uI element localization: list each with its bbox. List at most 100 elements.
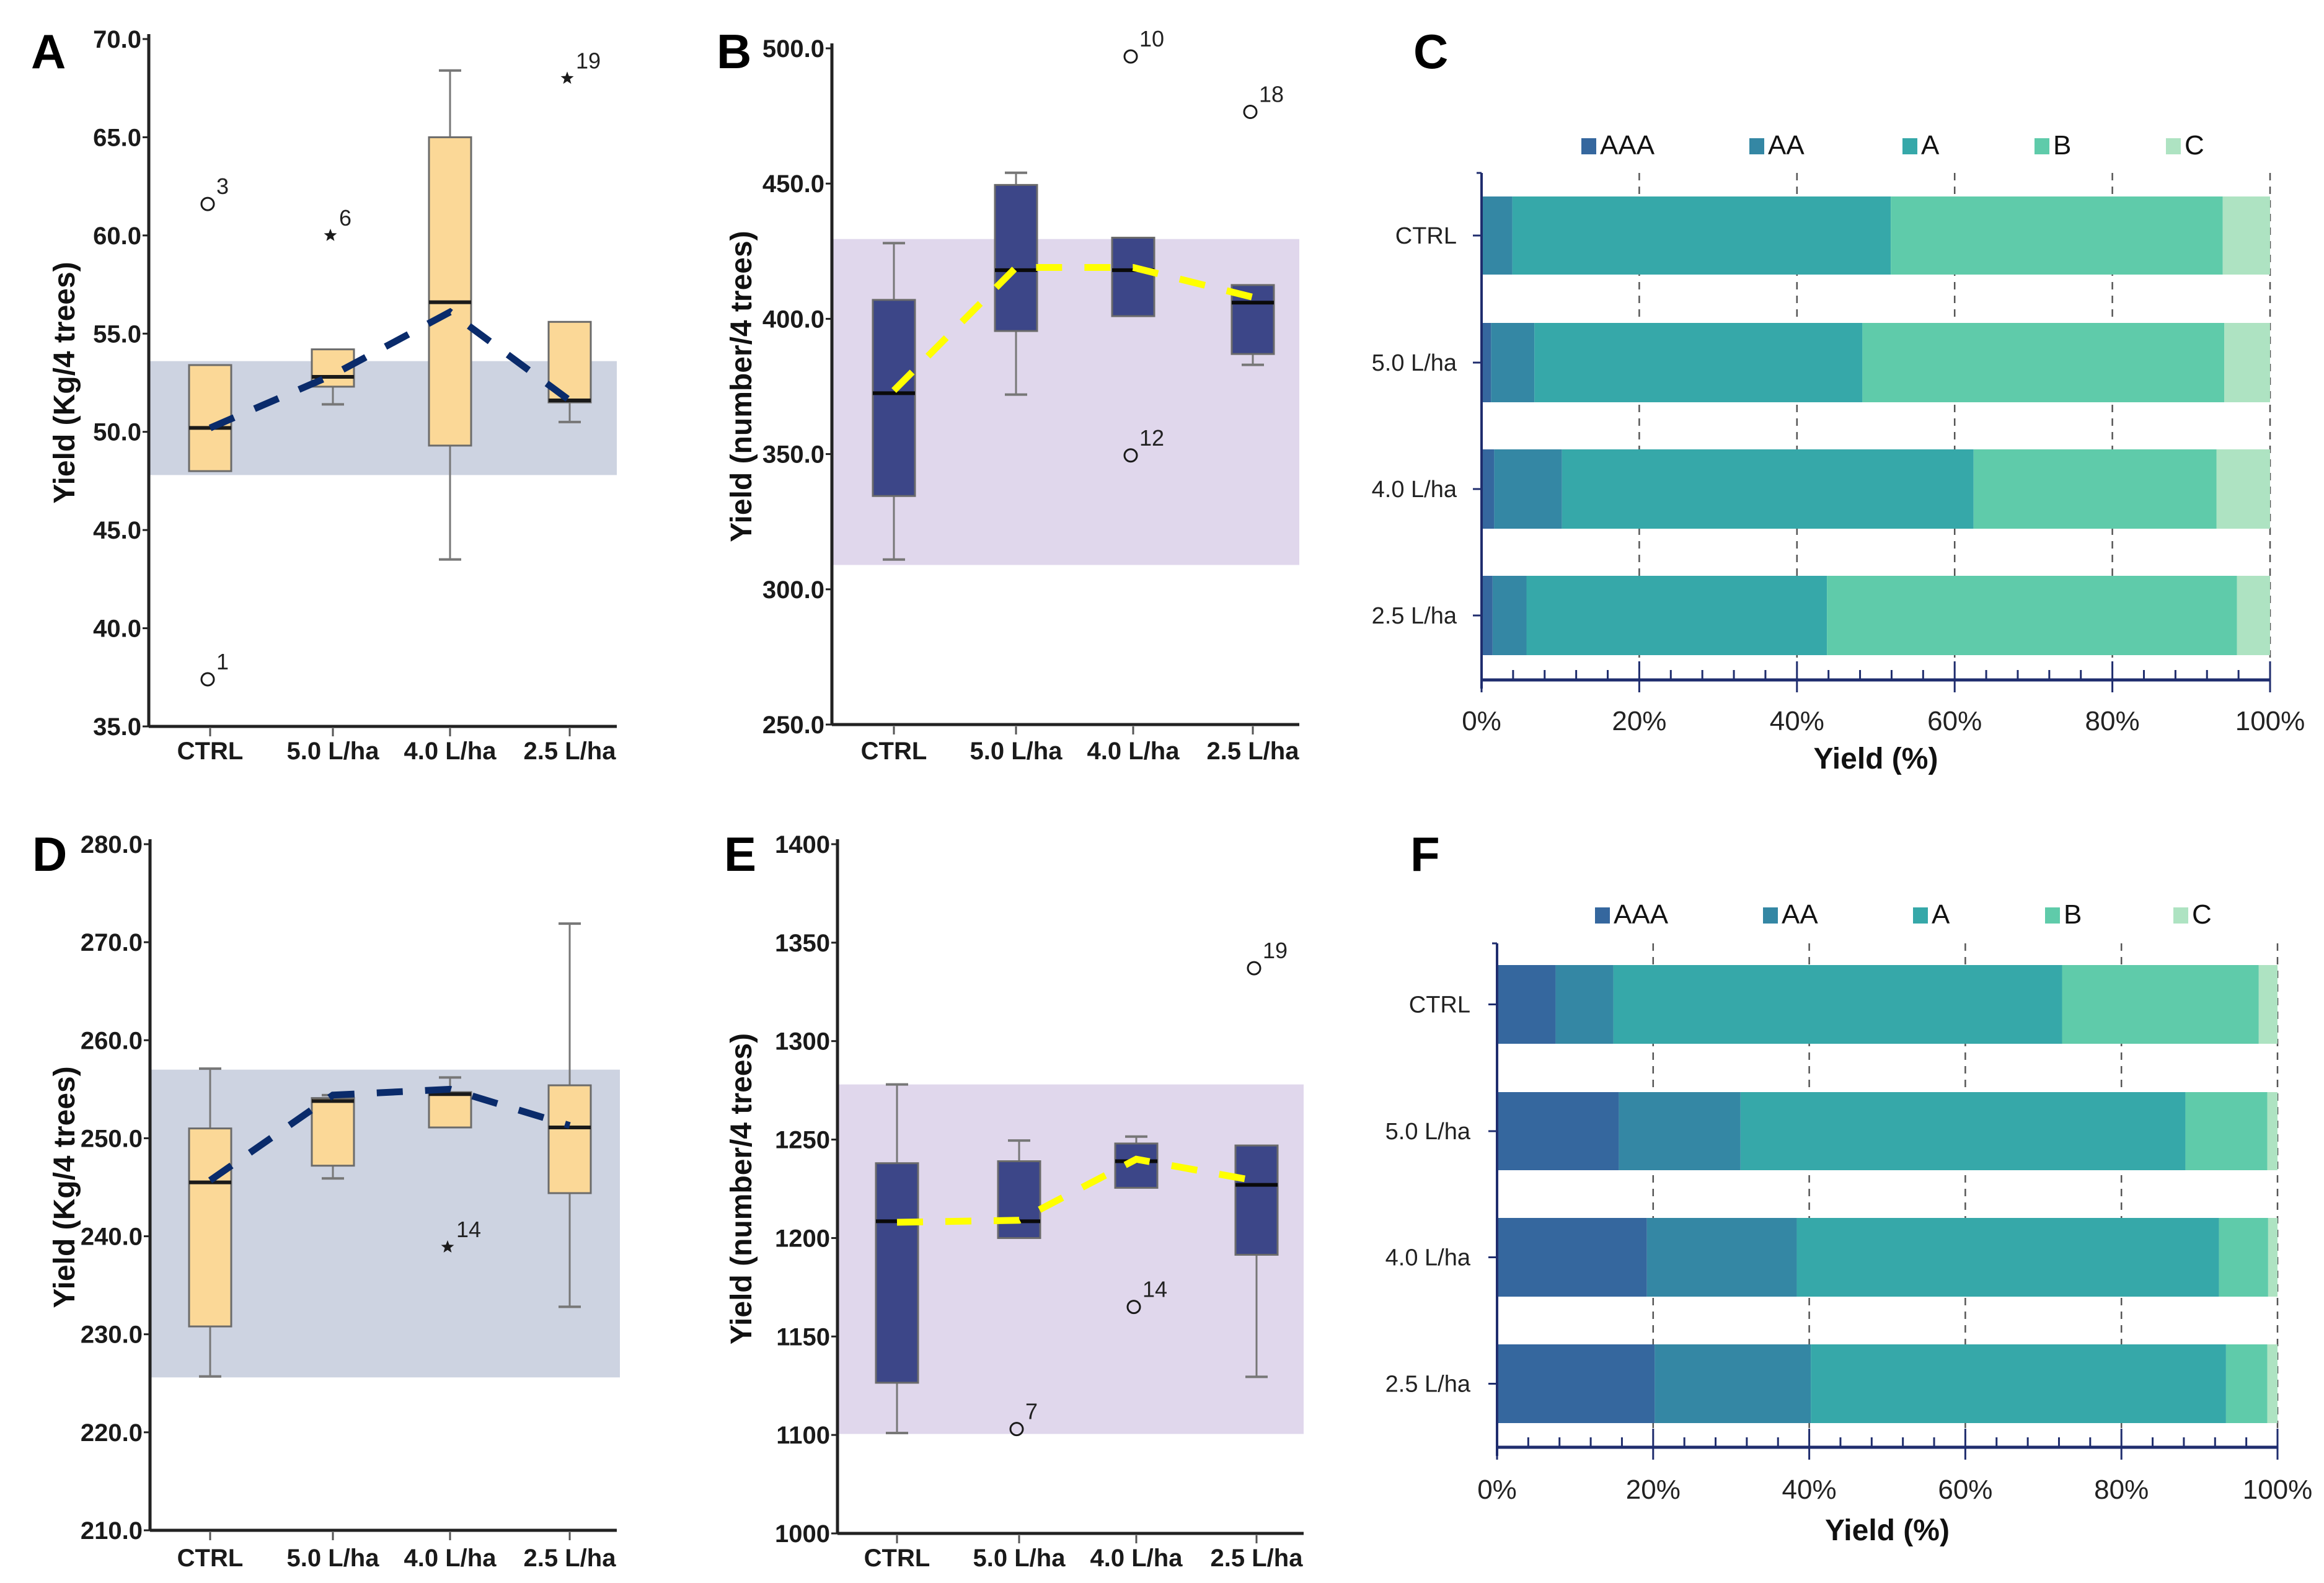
bar-segment-aaa <box>1482 576 1493 655</box>
legend-label: AA <box>1782 899 1818 930</box>
box-iqr <box>428 1091 472 1129</box>
y-tick-label: CTRL <box>1409 992 1470 1018</box>
bar-segment-b <box>1973 449 2217 529</box>
legend-label: A <box>1932 899 1950 930</box>
x-tick-label: 4.0 L/ha <box>404 1545 497 1572</box>
box-iqr <box>875 1162 919 1384</box>
x-tick-label: 100% <box>2243 1475 2313 1505</box>
panel-label: B <box>717 24 751 79</box>
y-tick-label: 280.0 <box>81 831 143 858</box>
panel-label: C <box>1413 24 1448 79</box>
bar-segment-c <box>2267 1344 2278 1423</box>
bar-segment-aaa <box>1497 1218 1647 1297</box>
y-axis-title: Yield (Kg/4 trees) <box>48 1066 81 1308</box>
y-tick-label: 2.5 L/ha <box>1372 603 1457 629</box>
bar-segment-c <box>2222 196 2270 275</box>
bar-segment-aa <box>1646 1218 1797 1297</box>
y-tick-label: 210.0 <box>81 1517 143 1545</box>
y-tick-label: 5.0 L/ha <box>1385 1119 1471 1145</box>
legend-label: B <box>2053 130 2071 161</box>
bar-segment-a <box>1740 1092 2186 1170</box>
bar-segment-a <box>1811 1344 2226 1423</box>
bar-segment-a <box>1613 965 2062 1044</box>
outlier-label: 14 <box>456 1217 481 1242</box>
panel-a: A 35.0 40.0 45.0 50.0 55.0 60.0 65.0 70.0 Yield (… <box>31 24 617 765</box>
outlier-star-marker <box>441 1240 454 1253</box>
bar-segment-c <box>2267 1092 2278 1170</box>
mean-trend-line <box>896 1155 1257 1226</box>
x-tick-label: 2.5 L/ha <box>1207 738 1300 765</box>
y-tick-label: 400.0 <box>762 306 824 333</box>
bar-segment-c <box>2268 1218 2278 1297</box>
y-tick-label: 1350 <box>775 930 830 957</box>
x-tick-label: CTRL <box>861 738 927 765</box>
legend-swatch-aa <box>1749 138 1764 154</box>
x-tick-label: 4.0 L/ha <box>1087 738 1180 765</box>
outlier-label: 19 <box>576 48 601 73</box>
outlier-star-marker <box>560 71 574 84</box>
legend-label: B <box>2064 899 2082 930</box>
y-tick-label: 250.0 <box>81 1125 143 1152</box>
mean-trend-line <box>891 264 1254 393</box>
legend-swatch-b <box>2035 138 2049 154</box>
panel-label: E <box>724 827 756 881</box>
outlier-circle-marker <box>1247 961 1261 976</box>
x-tick-label: 5.0 L/ha <box>287 1545 380 1572</box>
x-tick-label: 5.0 L/ha <box>287 738 380 765</box>
bar-segment-aaa <box>1482 449 1495 529</box>
legend-swatch-a <box>1902 138 1917 154</box>
x-tick-label: 20% <box>1626 1475 1681 1505</box>
outlier-label: 7 <box>1025 1399 1038 1424</box>
box-iqr <box>311 1097 355 1167</box>
y-tick-label: 1250 <box>775 1127 830 1154</box>
legend-label: AAA <box>1600 130 1655 161</box>
bar-segment-b <box>2225 1344 2268 1423</box>
y-tick-label: 55.0 <box>93 320 141 348</box>
y-tick-label: 270.0 <box>81 929 143 956</box>
box-iqr <box>997 1160 1041 1239</box>
legend-label: AA <box>1768 130 1805 161</box>
x-tick-label: CTRL <box>177 1545 244 1572</box>
y-tick-label: 220.0 <box>81 1419 143 1447</box>
y-tick-label: 1000 <box>775 1520 830 1548</box>
y-axis-title: Yield (number/4 trees) <box>725 231 758 542</box>
outlier-star-marker <box>324 228 337 241</box>
outlier-label: 1 <box>216 649 229 674</box>
y-tick-label: 45.0 <box>93 517 141 544</box>
y-tick-label: 35.0 <box>93 713 141 741</box>
x-axis-title: Yield (%) <box>1825 1514 1950 1547</box>
outlier-label: 6 <box>339 205 351 231</box>
y-tick-label: 250.0 <box>762 712 824 739</box>
bar-segment-a <box>1796 1218 2219 1297</box>
x-tick-label: 20% <box>1612 706 1666 736</box>
bar-segment-c <box>2224 323 2270 402</box>
bar-segment-aa <box>1655 1344 1811 1423</box>
x-tick-label: CTRL <box>177 738 244 765</box>
mean-trend-line <box>208 307 572 431</box>
legend-swatch-aaa <box>1595 907 1610 924</box>
y-tick-label: 5.0 L/ha <box>1372 350 1457 376</box>
y-tick-label: 500.0 <box>762 35 824 63</box>
x-tick-label: 80% <box>2094 1475 2149 1505</box>
legend-label: C <box>2192 899 2212 930</box>
x-tick-label: 2.5 L/ha <box>524 738 617 765</box>
outlier-circle-marker <box>1243 105 1258 120</box>
y-tick-label: 40.0 <box>93 615 141 643</box>
box-iqr <box>1111 236 1155 317</box>
y-tick-label: 1400 <box>775 831 830 858</box>
bar-segment-aa <box>1491 323 1535 402</box>
panel-d: D 210.0 220.0 230.0 240.0 250.0 260.0 270.0 280.… <box>32 827 620 1572</box>
panel-e: E 1000 1100 1150 1200 1250 1300 1350 1400 Yield (… <box>724 827 1304 1572</box>
x-tick-label: 100% <box>2235 706 2305 736</box>
y-tick-label: 1200 <box>775 1225 830 1252</box>
bar-segment-c <box>2216 449 2270 529</box>
outlier-circle-marker <box>1123 448 1138 463</box>
box-2 <box>428 69 472 561</box>
box-1 <box>311 1093 355 1180</box>
bar-segment-aaa <box>1497 1344 1655 1423</box>
legend-swatch-aa <box>1763 907 1778 924</box>
x-tick-label: 2.5 L/ha <box>1211 1545 1304 1572</box>
bar-segment-b <box>1862 323 2225 402</box>
